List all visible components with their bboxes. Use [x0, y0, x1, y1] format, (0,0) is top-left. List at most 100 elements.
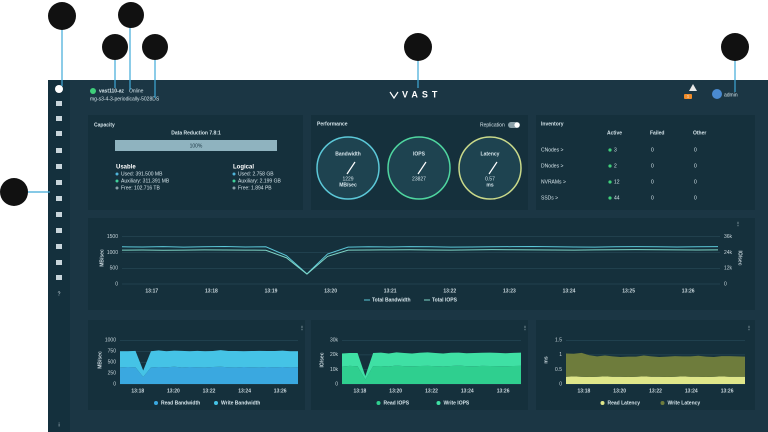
x-tick-label: 13:20: [167, 388, 180, 394]
y-axis-title: IO/sec: [319, 352, 325, 367]
gauge: [387, 136, 451, 200]
row-value: 0: [694, 163, 697, 169]
menu-icon: ⋮: [747, 324, 752, 331]
data-reduction: Data Reduction 7.8:1: [171, 130, 221, 136]
user-avatar[interactable]: [712, 89, 722, 99]
search-icon[interactable]: [55, 85, 63, 93]
row-name[interactable]: SSDs >: [541, 195, 558, 201]
gauge-unit: ms: [486, 182, 493, 188]
status-icon: [90, 88, 96, 94]
x-tick-label: 13:23: [503, 288, 516, 294]
y-tick-label: 10k: [330, 367, 339, 373]
info-icon[interactable]: i: [58, 422, 59, 428]
x-tick-label: 13:24: [461, 388, 474, 394]
y-tick-label: 24k: [724, 250, 733, 256]
legend-label[interactable]: Read Bandwidth: [161, 400, 200, 406]
legend-swatch: [600, 401, 605, 405]
row-value: 2: [614, 163, 617, 169]
row-value: 0: [694, 179, 697, 185]
column-header: Failed: [650, 130, 664, 136]
y-tick-label: 12k: [724, 266, 733, 272]
row-value: 0: [694, 147, 697, 153]
bullet: [232, 186, 236, 190]
x-tick-label: 13:26: [721, 388, 734, 394]
nav-icon[interactable]: [56, 116, 62, 121]
x-tick-label: 13:26: [497, 388, 510, 394]
gauge-value: 1229: [342, 176, 353, 182]
nav-icon[interactable]: [56, 164, 62, 169]
x-tick-label: 13:22: [649, 388, 662, 394]
row-name[interactable]: DNodes >: [541, 163, 563, 169]
nav-icon[interactable]: [56, 275, 62, 280]
legend-label[interactable]: Read Latency: [608, 400, 641, 406]
legend-label[interactable]: Total IOPS: [432, 297, 458, 303]
y-tick-label: 1: [559, 352, 562, 358]
help-icon[interactable]: ?: [58, 291, 61, 297]
nav-icon[interactable]: [56, 180, 62, 185]
x-tick-label: 13:26: [274, 388, 287, 394]
bullet: [115, 186, 119, 190]
area: [566, 376, 745, 384]
row-value: 0: [651, 163, 654, 169]
x-tick-label: 13:21: [384, 288, 397, 294]
row-name[interactable]: NVRAMs >: [541, 179, 566, 185]
nav-icon[interactable]: [56, 228, 62, 233]
y-tick-label: 0: [724, 281, 727, 287]
line: [121, 245, 719, 275]
sidebar-icons: [55, 85, 63, 280]
nav-icon[interactable]: [56, 148, 62, 153]
legend-label[interactable]: Write Bandwidth: [221, 400, 260, 406]
capacity-item: Used: 2.758 GB: [238, 171, 274, 177]
nav-icon[interactable]: [56, 260, 62, 265]
legend-swatch: [214, 401, 218, 405]
panel-title: Performance: [317, 121, 348, 127]
legend-swatch: [660, 401, 665, 405]
gauge-needle: [346, 161, 356, 175]
x-tick-label: 13:20: [389, 388, 402, 394]
legend-label[interactable]: Write Latency: [668, 400, 701, 406]
nav-icon[interactable]: [56, 131, 62, 136]
x-tick-label: 13:18: [131, 388, 144, 394]
legend-label[interactable]: Total Bandwidth: [372, 297, 411, 303]
column-header: Active: [607, 130, 622, 136]
area: [342, 352, 521, 380]
column-header: Other: [693, 130, 706, 136]
nav-icon[interactable]: [56, 101, 62, 106]
bullet: [232, 172, 236, 176]
row-name[interactable]: CNodes >: [541, 147, 563, 153]
row-value: 0: [651, 195, 654, 201]
x-tick-label: 13:18: [578, 388, 591, 394]
legend-label[interactable]: Read IOPS: [384, 400, 410, 406]
callout-markers: [0, 2, 749, 206]
y-tick-label: 36k: [724, 234, 733, 240]
user-name[interactable]: admin: [724, 92, 738, 98]
alert-icon[interactable]: [689, 84, 697, 91]
cluster-subtitle: mg-s3-4-3-periodically-5028DS: [90, 96, 160, 102]
y-axis-title: MB/sec: [99, 249, 105, 267]
menu-icon: ⋮: [300, 324, 305, 331]
total-chart-panel: [88, 218, 755, 310]
gauge: [316, 136, 380, 200]
x-tick-label: 13:19: [265, 288, 278, 294]
bullet: [115, 172, 119, 176]
nav-icon[interactable]: [56, 212, 62, 217]
y-tick-label: 250: [108, 370, 117, 376]
x-tick-label: 13:25: [622, 288, 635, 294]
x-tick-label: 13:26: [682, 288, 695, 294]
y-tick-label: 0.5: [555, 367, 562, 373]
y-tick-label: 1.5: [555, 338, 562, 344]
gauge-title: Bandwidth: [335, 151, 361, 157]
nav-icon[interactable]: [56, 244, 62, 249]
legend-label[interactable]: Write IOPS: [444, 400, 470, 406]
gauge-title: IOPS: [413, 151, 426, 157]
nav-icon[interactable]: [56, 196, 62, 201]
capacity-bar-label: 100%: [190, 143, 203, 149]
logo-mark: [389, 91, 399, 100]
legend-swatch: [436, 401, 441, 405]
capacity-panel: [88, 115, 303, 210]
capacity-item: Free: 102.716 TB: [121, 185, 160, 191]
row-value: 0: [694, 195, 697, 201]
legend-swatch: [376, 401, 381, 405]
x-tick-label: 13:22: [203, 388, 216, 394]
